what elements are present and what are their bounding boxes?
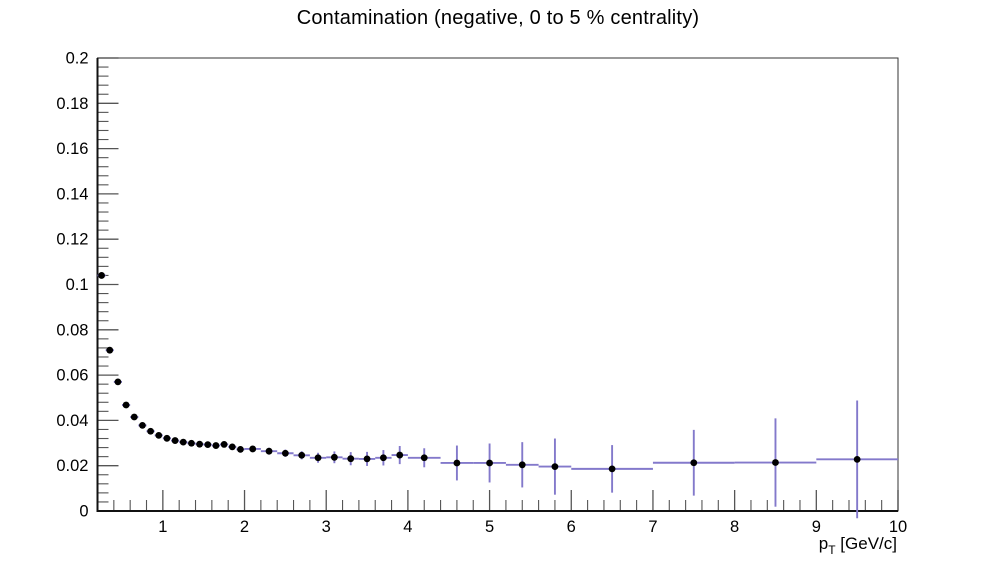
- data-point: [98, 272, 105, 279]
- x-axis-title-text: pT [GeV/c]: [819, 534, 897, 557]
- data-point: [237, 445, 244, 453]
- plot-frame: [96, 57, 899, 512]
- x-tick-label: 6: [567, 518, 576, 536]
- data-point: [486, 459, 493, 467]
- data-point: [106, 346, 114, 354]
- data-point: [853, 455, 861, 463]
- data-point: [212, 442, 220, 449]
- x-tick-label: 3: [322, 518, 331, 536]
- x-tick-label: 8: [730, 518, 739, 536]
- error-bars: [97, 274, 898, 519]
- data-point: [139, 421, 146, 429]
- y-tick-label: 0.02: [56, 457, 88, 475]
- data-point: [179, 438, 187, 446]
- data-point: [518, 461, 526, 469]
- data-point: [347, 455, 355, 463]
- x-tick-label: 2: [240, 518, 249, 536]
- data-point: [196, 440, 204, 448]
- y-tick-label: 0.04: [56, 412, 88, 430]
- x-tick-label: 4: [403, 518, 412, 536]
- data-point: [130, 413, 138, 421]
- x-tick-label: 9: [812, 518, 821, 536]
- data-point: [281, 449, 289, 457]
- y-tick-label: 0: [79, 503, 88, 521]
- data-point: [171, 437, 179, 444]
- data-point: [298, 451, 306, 459]
- x-axis-title: pT [GeV/c]: [819, 534, 897, 557]
- data-point: [147, 427, 154, 435]
- data-point: [363, 455, 371, 463]
- y-tick-label: 0.08: [56, 321, 88, 339]
- data-point: [114, 378, 122, 386]
- data-point: [155, 431, 163, 439]
- x-axis-labels: 1 2 3 4 5 6 7 8 9 10: [158, 518, 907, 536]
- data-point: [608, 465, 616, 473]
- chart-title: Contamination (negative, 0 to 5 % centra…: [296, 7, 700, 29]
- data-point: [453, 459, 461, 467]
- y-tick-label: 0.14: [56, 185, 88, 203]
- y-axis-labels: 0 0.02 0.04 0.06 0.08 0.1 0.12 0.14 0.16 0.18 0.2: [56, 50, 88, 521]
- x-tick-label: 1: [158, 518, 167, 536]
- x-tick-label: 10: [889, 518, 907, 536]
- data-point: [551, 463, 559, 471]
- y-tick-label: 0.18: [56, 95, 88, 113]
- y-tick-label: 0.06: [56, 367, 88, 385]
- data-point: [420, 454, 428, 462]
- data-point: [314, 454, 322, 462]
- data-point: [379, 454, 387, 462]
- data-markers: [98, 272, 861, 473]
- data-point: [330, 453, 338, 461]
- data-point: [772, 459, 779, 466]
- data-point: [163, 434, 171, 442]
- data-point: [690, 459, 698, 467]
- data-point: [228, 443, 236, 451]
- data-point: [249, 445, 257, 453]
- x-tick-label: 5: [485, 518, 494, 536]
- data-point: [188, 439, 195, 447]
- y-tick-label: 0.2: [66, 50, 89, 68]
- y-tick-label: 0.1: [66, 276, 89, 294]
- data-point: [220, 441, 228, 448]
- x-tick-label: 7: [648, 518, 657, 536]
- data-point: [396, 451, 404, 459]
- data-point: [265, 447, 273, 455]
- y-tick-label: 0.16: [56, 140, 88, 158]
- data-point: [122, 401, 130, 409]
- y-tick-label: 0.12: [56, 231, 88, 249]
- data-point: [204, 441, 212, 449]
